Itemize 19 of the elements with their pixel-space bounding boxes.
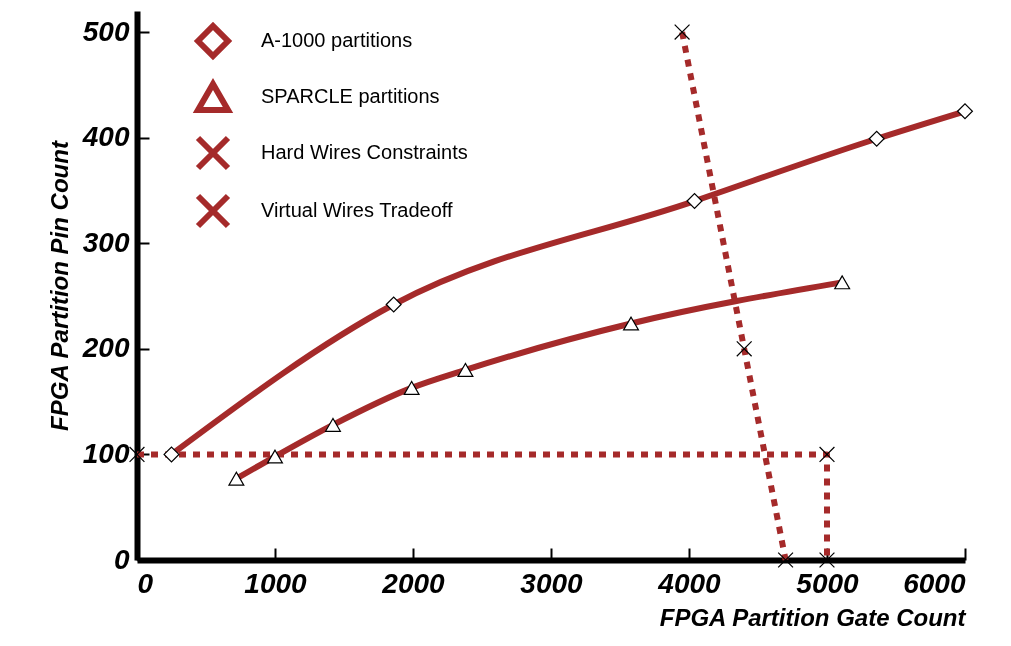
x-tick-label: 1000	[244, 567, 308, 599]
x-tick-label: 2000	[381, 567, 446, 599]
legend-label: Hard Wires Constraints	[261, 141, 468, 163]
x-tick-label: 5000	[796, 567, 860, 599]
y-tick-label: 400	[81, 121, 130, 153]
y-tick-label: 100	[82, 437, 130, 469]
y-tick-label: 200	[81, 332, 130, 364]
x-tick-label: 6000	[903, 567, 966, 599]
x-axis-title: FPGA Partition Gate Count	[659, 603, 967, 631]
y-tick-label: 300	[82, 226, 130, 258]
y-tick-label: 0	[113, 543, 130, 575]
legend-label: Virtual Wires Tradeoff	[261, 199, 454, 221]
legend-label: A-1000 partitions	[261, 29, 413, 51]
x-tick-label: 3000	[520, 567, 584, 599]
y-axis-title: FPGA Partition Pin Count	[45, 140, 73, 431]
y-tick-label: 500	[82, 15, 130, 47]
legend-label: SPARCLE partitions	[261, 85, 440, 107]
x-tick-label: 4000	[657, 567, 722, 599]
x-tick-label: 0	[137, 567, 154, 599]
